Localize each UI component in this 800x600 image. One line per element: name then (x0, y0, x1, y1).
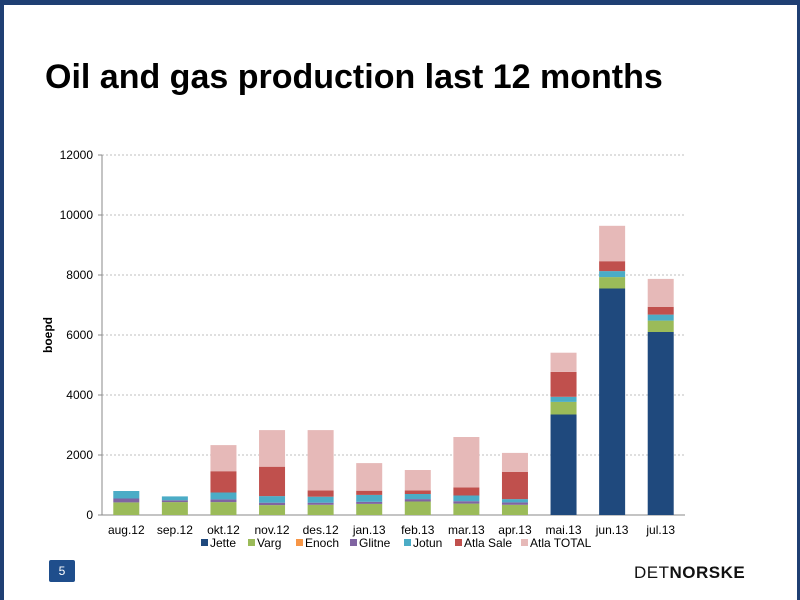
bar-segment (356, 494, 383, 502)
bar-segment (599, 288, 626, 515)
legend-swatch (248, 539, 255, 546)
bar-segment (307, 504, 334, 515)
x-tick-label: nov.12 (254, 523, 289, 537)
legend-swatch (521, 539, 528, 546)
y-axis-label: boepd (41, 317, 55, 353)
legend-swatch (350, 539, 357, 546)
y-tick-label: 8000 (66, 268, 93, 282)
bar-segment (259, 502, 286, 506)
bar-segment (647, 306, 674, 315)
bar-segment (161, 502, 188, 515)
x-tick-label: feb.13 (401, 523, 435, 537)
y-tick-label: 6000 (66, 328, 93, 342)
bar-segment (404, 499, 431, 502)
bar-segment (404, 470, 431, 491)
bar-segment (259, 466, 286, 497)
bar-segment (453, 503, 480, 515)
bar-segment (307, 496, 334, 503)
bar-segment (599, 261, 626, 272)
logo-part-norske: NORSKE (669, 563, 746, 582)
left-frame-bar (0, 0, 4, 600)
bar-segment (599, 271, 626, 278)
bar-segment (307, 502, 334, 505)
bar-segment (647, 278, 674, 307)
bar-segment (404, 494, 431, 500)
bar-segment (210, 445, 237, 472)
bar-segment (501, 499, 528, 503)
legend-label: Atla TOTAL (530, 536, 592, 550)
y-tick-label: 10000 (60, 208, 94, 222)
legend-swatch (296, 539, 303, 546)
bar-segment (404, 490, 431, 494)
legend-label: Enoch (305, 536, 339, 550)
y-tick-label: 0 (86, 508, 93, 522)
bar-segment (453, 501, 480, 504)
bar-segment (161, 496, 188, 501)
legend-swatch (404, 539, 411, 546)
slide-title: Oil and gas production last 12 months (45, 58, 663, 96)
bar-segment (599, 277, 626, 289)
bar-segment (599, 225, 626, 262)
bar-segment (647, 314, 674, 321)
x-tick-label: jan.13 (352, 523, 386, 537)
bar-segment (501, 452, 528, 472)
bar-segment (113, 498, 140, 503)
bar-segment (647, 332, 674, 515)
bar-segment (550, 371, 577, 397)
bar-segment (356, 501, 383, 504)
bar-segment (259, 505, 286, 515)
bar-segment (356, 490, 383, 495)
y-tick-label: 4000 (66, 388, 93, 402)
y-tick-label: 2000 (66, 448, 93, 462)
bar-segment (113, 491, 140, 499)
company-logo: DETNORSKE (634, 563, 745, 583)
x-tick-label: aug.12 (108, 523, 145, 537)
bar-segment (210, 502, 237, 515)
bar-segment (259, 496, 286, 503)
x-tick-label: mar.13 (448, 523, 485, 537)
bar-segment (550, 396, 577, 402)
bar-segment (501, 471, 528, 500)
x-tick-label: mai.13 (546, 523, 582, 537)
bar-segment (307, 430, 334, 491)
bar-segment (404, 501, 431, 515)
bar-segment (550, 414, 577, 515)
x-tick-label: jun.13 (595, 523, 629, 537)
logo-part-det: DET (634, 563, 670, 582)
bar-segment (210, 471, 237, 493)
legend-label: Jotun (413, 536, 442, 550)
right-frame-bar (797, 0, 800, 600)
top-frame-bar (0, 0, 800, 5)
bar-segment (113, 502, 140, 515)
legend-swatch (455, 539, 462, 546)
bar-segment (647, 320, 674, 332)
bar-segment (210, 492, 237, 500)
bar-segment (501, 504, 528, 515)
page-number-badge: 5 (49, 560, 75, 582)
bar-segment (501, 502, 528, 505)
x-tick-label: jul.13 (645, 523, 675, 537)
bar-segment (161, 500, 188, 503)
legend-swatch (201, 539, 208, 546)
bar-segment (259, 430, 286, 467)
y-tick-label: 12000 (60, 148, 94, 162)
bar-segment (356, 463, 383, 491)
legend-label: Jette (210, 536, 236, 550)
bar-segment (550, 401, 577, 415)
x-tick-label: sep.12 (157, 523, 193, 537)
x-tick-label: apr.13 (498, 523, 532, 537)
bar-segment (453, 437, 480, 488)
x-tick-label: des.12 (303, 523, 339, 537)
legend-label: Atla Sale (464, 536, 512, 550)
bar-segment (453, 495, 480, 502)
bar-segment (307, 490, 334, 497)
x-tick-label: okt.12 (207, 523, 240, 537)
legend-label: Varg (257, 536, 281, 550)
bar-segment (210, 499, 237, 503)
legend-label: Glitne (359, 536, 391, 550)
bar-segment (356, 503, 383, 515)
bar-segment (453, 487, 480, 496)
bar-segment (550, 352, 577, 372)
